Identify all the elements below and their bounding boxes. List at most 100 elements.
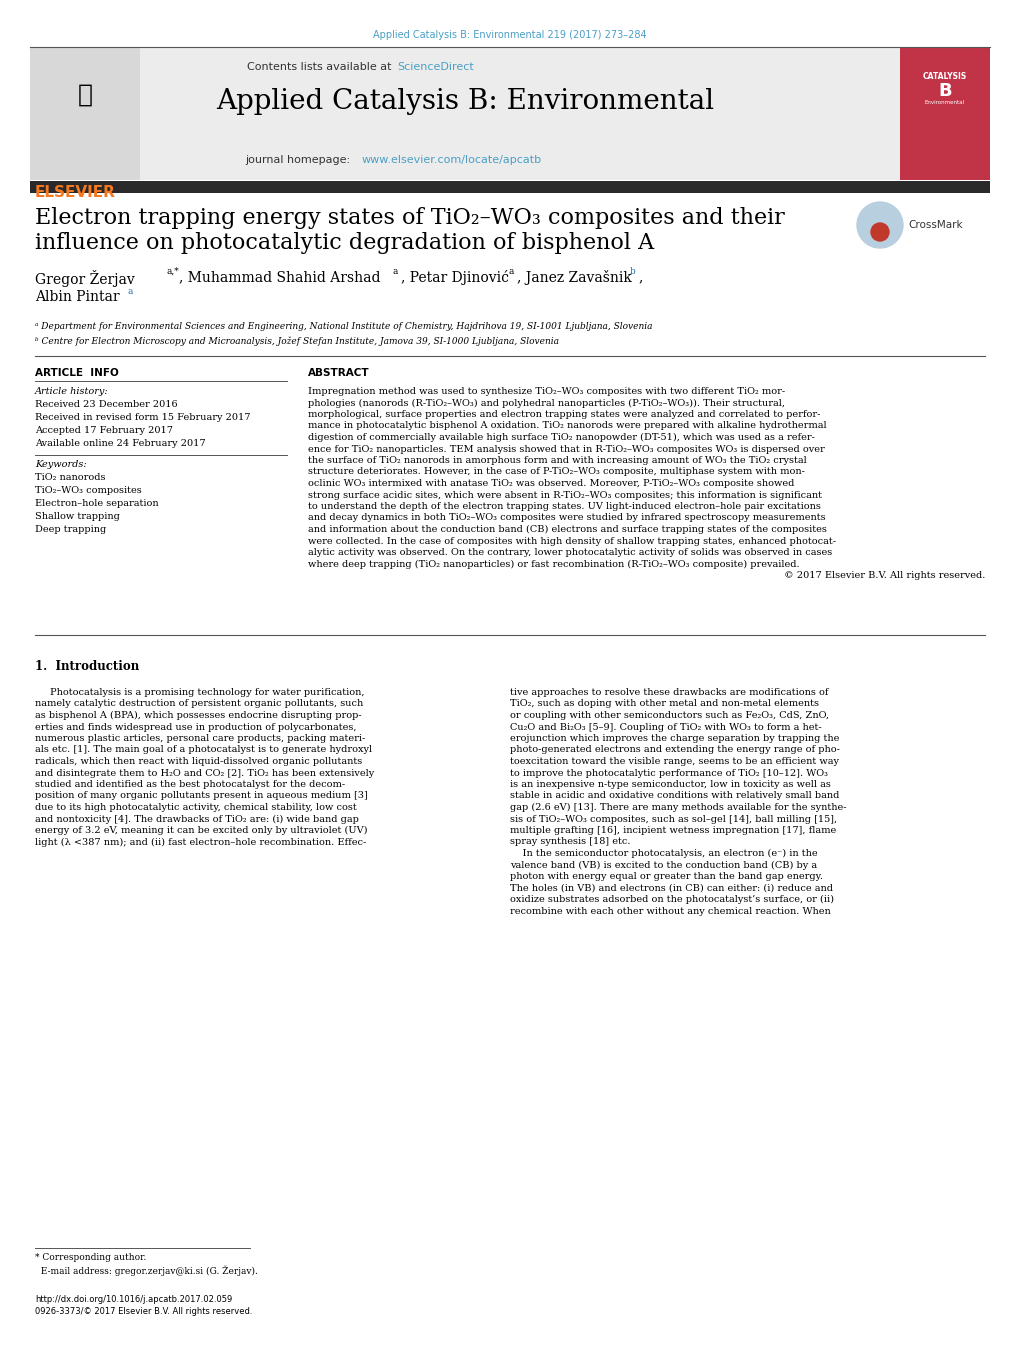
Text: Contents lists available at: Contents lists available at bbox=[247, 62, 394, 72]
Text: energy of 3.2 eV, meaning it can be excited only by ultraviolet (UV): energy of 3.2 eV, meaning it can be exci… bbox=[35, 825, 367, 835]
Text: a,*: a,* bbox=[167, 267, 179, 276]
Text: sis of TiO₂–WO₃ composites, such as sol–gel [14], ball milling [15],: sis of TiO₂–WO₃ composites, such as sol–… bbox=[510, 815, 837, 824]
Text: Applied Catalysis B: Environmental 219 (2017) 273–284: Applied Catalysis B: Environmental 219 (… bbox=[373, 30, 646, 41]
Text: strong surface acidic sites, which were absent in R-TiO₂–WO₃ composites; this in: strong surface acidic sites, which were … bbox=[308, 490, 821, 500]
Text: Electron–hole separation: Electron–hole separation bbox=[35, 499, 159, 508]
Text: multiple grafting [16], incipient wetness impregnation [17], flame: multiple grafting [16], incipient wetnes… bbox=[510, 825, 836, 835]
Circle shape bbox=[870, 223, 889, 240]
Text: 1.  Introduction: 1. Introduction bbox=[35, 661, 140, 673]
Text: Electron trapping energy states of TiO₂–WO₃ composites and their: Electron trapping energy states of TiO₂–… bbox=[35, 207, 784, 230]
Text: valence band (VB) is excited to the conduction band (CB) by a: valence band (VB) is excited to the cond… bbox=[510, 861, 816, 870]
Text: Available online 24 February 2017: Available online 24 February 2017 bbox=[35, 439, 206, 449]
Text: phologies (nanorods (R-TiO₂–WO₃) and polyhedral nanoparticles (P-TiO₂–WO₃)). The: phologies (nanorods (R-TiO₂–WO₃) and pol… bbox=[308, 399, 785, 408]
Text: ScienceDirect: ScienceDirect bbox=[396, 62, 473, 72]
Text: structure deteriorates. However, in the case of P-TiO₂–WO₃ composite, multiphase: structure deteriorates. However, in the … bbox=[308, 467, 804, 477]
Text: , Petar Djinović: , Petar Djinović bbox=[400, 270, 508, 285]
Text: a: a bbox=[127, 286, 133, 296]
Text: Deep trapping: Deep trapping bbox=[35, 526, 106, 534]
Text: Photocatalysis is a promising technology for water purification,: Photocatalysis is a promising technology… bbox=[50, 688, 364, 697]
Text: and nontoxicity [4]. The drawbacks of TiO₂ are: (i) wide band gap: and nontoxicity [4]. The drawbacks of Ti… bbox=[35, 815, 359, 824]
Text: and disintegrate them to H₂O and CO₂ [2]. TiO₂ has been extensively: and disintegrate them to H₂O and CO₂ [2]… bbox=[35, 769, 374, 777]
Text: CrossMark: CrossMark bbox=[907, 220, 962, 230]
Text: ᵇ Centre for Electron Microscopy and Microanalysis, Jožef Stefan Institute, Jamo: ᵇ Centre for Electron Microscopy and Mic… bbox=[35, 336, 558, 346]
Text: where deep trapping (TiO₂ nanoparticles) or fast recombination (R-TiO₂–WO₃ compo: where deep trapping (TiO₂ nanoparticles)… bbox=[308, 559, 799, 569]
Text: to understand the depth of the electron trapping states. UV light-induced electr: to understand the depth of the electron … bbox=[308, 503, 820, 511]
Text: http://dx.doi.org/10.1016/j.apcatb.2017.02.059: http://dx.doi.org/10.1016/j.apcatb.2017.… bbox=[35, 1296, 232, 1304]
Bar bbox=[30, 181, 989, 193]
Text: light (λ <387 nm); and (ii) fast electron–hole recombination. Effec-: light (λ <387 nm); and (ii) fast electro… bbox=[35, 838, 366, 847]
Text: 0926-3373/© 2017 Elsevier B.V. All rights reserved.: 0926-3373/© 2017 Elsevier B.V. All right… bbox=[35, 1306, 253, 1316]
Text: oclinic WO₃ intermixed with anatase TiO₂ was observed. Moreover, P-TiO₂–WO₃ comp: oclinic WO₃ intermixed with anatase TiO₂… bbox=[308, 480, 794, 488]
Text: ,: , bbox=[637, 270, 642, 284]
Text: spray synthesis [18] etc.: spray synthesis [18] etc. bbox=[510, 838, 630, 847]
Text: to improve the photocatalytic performance of TiO₂ [10–12]. WO₃: to improve the photocatalytic performanc… bbox=[510, 769, 827, 777]
Text: Keywords:: Keywords: bbox=[35, 459, 87, 469]
Text: oxidize substrates adsorbed on the photocatalyst’s surface, or (ii): oxidize substrates adsorbed on the photo… bbox=[510, 894, 834, 904]
Text: gap (2.6 eV) [13]. There are many methods available for the synthe-: gap (2.6 eV) [13]. There are many method… bbox=[510, 802, 846, 812]
Text: Environmental: Environmental bbox=[924, 100, 964, 105]
Text: Received in revised form 15 February 2017: Received in revised form 15 February 201… bbox=[35, 413, 251, 422]
Bar bbox=[899, 49, 989, 180]
Text: , Muhammad Shahid Arshad: , Muhammad Shahid Arshad bbox=[178, 270, 380, 284]
Text: erojunction which improves the charge separation by trapping the: erojunction which improves the charge se… bbox=[510, 734, 839, 743]
Text: Impregnation method was used to synthesize TiO₂–WO₃ composites with two differen: Impregnation method was used to synthesi… bbox=[308, 386, 785, 396]
Text: TiO₂, such as doping with other metal and non-metal elements: TiO₂, such as doping with other metal an… bbox=[510, 700, 818, 708]
Text: erties and finds widespread use in production of polycarbonates,: erties and finds widespread use in produ… bbox=[35, 723, 357, 731]
Text: photo-generated electrons and extending the energy range of pho-: photo-generated electrons and extending … bbox=[510, 746, 839, 754]
Text: , Janez Zavašnik: , Janez Zavašnik bbox=[517, 270, 631, 285]
Text: namely catalytic destruction of persistent organic pollutants, such: namely catalytic destruction of persiste… bbox=[35, 700, 363, 708]
Text: and decay dynamics in both TiO₂–WO₃ composites were studied by infrared spectros: and decay dynamics in both TiO₂–WO₃ comp… bbox=[308, 513, 824, 523]
Text: or coupling with other semiconductors such as Fe₂O₃, CdS, ZnO,: or coupling with other semiconductors su… bbox=[510, 711, 828, 720]
Text: as bisphenol A (BPA), which possesses endocrine disrupting prop-: as bisphenol A (BPA), which possesses en… bbox=[35, 711, 362, 720]
Text: als etc. [1]. The main goal of a photocatalyst is to generate hydroxyl: als etc. [1]. The main goal of a photoca… bbox=[35, 746, 372, 754]
Text: E-mail address: gregor.zerjav@ki.si (G. Žerjav).: E-mail address: gregor.zerjav@ki.si (G. … bbox=[35, 1265, 258, 1275]
Text: Gregor Žerjav: Gregor Žerjav bbox=[35, 270, 135, 286]
Text: ARTICLE  INFO: ARTICLE INFO bbox=[35, 367, 118, 378]
Text: and information about the conduction band (CB) electrons and surface trapping st: and information about the conduction ban… bbox=[308, 526, 826, 534]
Text: In the semiconductor photocatalysis, an electron (e⁻) in the: In the semiconductor photocatalysis, an … bbox=[510, 848, 817, 858]
Text: stable in acidic and oxidative conditions with relatively small band: stable in acidic and oxidative condition… bbox=[510, 792, 839, 801]
Text: The holes (in VB) and electrons (in CB) can either: (i) reduce and: The holes (in VB) and electrons (in CB) … bbox=[510, 884, 833, 893]
Text: ᵃ Department for Environmental Sciences and Engineering, National Institute of C: ᵃ Department for Environmental Sciences … bbox=[35, 322, 652, 331]
Circle shape bbox=[856, 203, 902, 249]
Text: TiO₂ nanorods: TiO₂ nanorods bbox=[35, 473, 105, 482]
Bar bbox=[30, 49, 899, 180]
Text: the surface of TiO₂ nanorods in amorphous form and with increasing amount of WO₃: the surface of TiO₂ nanorods in amorphou… bbox=[308, 457, 806, 465]
Text: morphological, surface properties and electron trapping states were analyzed and: morphological, surface properties and el… bbox=[308, 409, 819, 419]
Text: b: b bbox=[630, 267, 635, 276]
Text: Cu₂O and Bi₂O₃ [5–9]. Coupling of TiO₂ with WO₃ to form a het-: Cu₂O and Bi₂O₃ [5–9]. Coupling of TiO₂ w… bbox=[510, 723, 821, 731]
Text: position of many organic pollutants present in aqueous medium [3]: position of many organic pollutants pres… bbox=[35, 792, 368, 801]
Text: a: a bbox=[508, 267, 514, 276]
Text: © 2017 Elsevier B.V. All rights reserved.: © 2017 Elsevier B.V. All rights reserved… bbox=[783, 571, 984, 580]
Bar bbox=[30, 49, 140, 180]
Text: ELSEVIER: ELSEVIER bbox=[35, 185, 116, 200]
Text: * Corresponding author.: * Corresponding author. bbox=[35, 1252, 147, 1262]
Text: digestion of commercially available high surface TiO₂ nanopowder (DT-51), which : digestion of commercially available high… bbox=[308, 434, 814, 442]
Text: Received 23 December 2016: Received 23 December 2016 bbox=[35, 400, 177, 409]
Text: toexcitation toward the visible range, seems to be an efficient way: toexcitation toward the visible range, s… bbox=[510, 757, 839, 766]
Text: Applied Catalysis B: Environmental: Applied Catalysis B: Environmental bbox=[216, 88, 713, 115]
Text: www.elsevier.com/locate/apcatb: www.elsevier.com/locate/apcatb bbox=[362, 155, 541, 165]
Text: journal homepage:: journal homepage: bbox=[245, 155, 354, 165]
Text: alytic activity was observed. On the contrary, lower photocatalytic activity of : alytic activity was observed. On the con… bbox=[308, 549, 832, 557]
Text: mance in photocatalytic bisphenol A oxidation. TiO₂ nanorods were prepared with : mance in photocatalytic bisphenol A oxid… bbox=[308, 422, 825, 431]
Text: influence on photocatalytic degradation of bisphenol A: influence on photocatalytic degradation … bbox=[35, 232, 653, 254]
Text: TiO₂–WO₃ composites: TiO₂–WO₃ composites bbox=[35, 486, 142, 494]
Text: B: B bbox=[937, 82, 951, 100]
Text: numerous plastic articles, personal care products, packing materi-: numerous plastic articles, personal care… bbox=[35, 734, 365, 743]
Text: photon with energy equal or greater than the band gap energy.: photon with energy equal or greater than… bbox=[510, 871, 822, 881]
Text: tive approaches to resolve these drawbacks are modifications of: tive approaches to resolve these drawbac… bbox=[510, 688, 827, 697]
Text: 🌳: 🌳 bbox=[77, 82, 93, 107]
Text: Accepted 17 February 2017: Accepted 17 February 2017 bbox=[35, 426, 173, 435]
Text: Article history:: Article history: bbox=[35, 386, 108, 396]
Text: radicals, which then react with liquid-dissolved organic pollutants: radicals, which then react with liquid-d… bbox=[35, 757, 362, 766]
Text: CATALYSIS: CATALYSIS bbox=[922, 72, 966, 81]
Text: Shallow trapping: Shallow trapping bbox=[35, 512, 120, 521]
Text: is an inexpensive n-type semiconductor, low in toxicity as well as: is an inexpensive n-type semiconductor, … bbox=[510, 780, 830, 789]
Text: ABSTRACT: ABSTRACT bbox=[308, 367, 369, 378]
Text: a: a bbox=[392, 267, 398, 276]
Text: were collected. In the case of composites with high density of shallow trapping : were collected. In the case of composite… bbox=[308, 536, 836, 546]
Text: recombine with each other without any chemical reaction. When: recombine with each other without any ch… bbox=[510, 907, 829, 916]
Text: ence for TiO₂ nanoparticles. TEM analysis showed that in R-TiO₂–WO₃ composites W: ence for TiO₂ nanoparticles. TEM analysi… bbox=[308, 444, 824, 454]
Text: Albin Pintar: Albin Pintar bbox=[35, 290, 119, 304]
